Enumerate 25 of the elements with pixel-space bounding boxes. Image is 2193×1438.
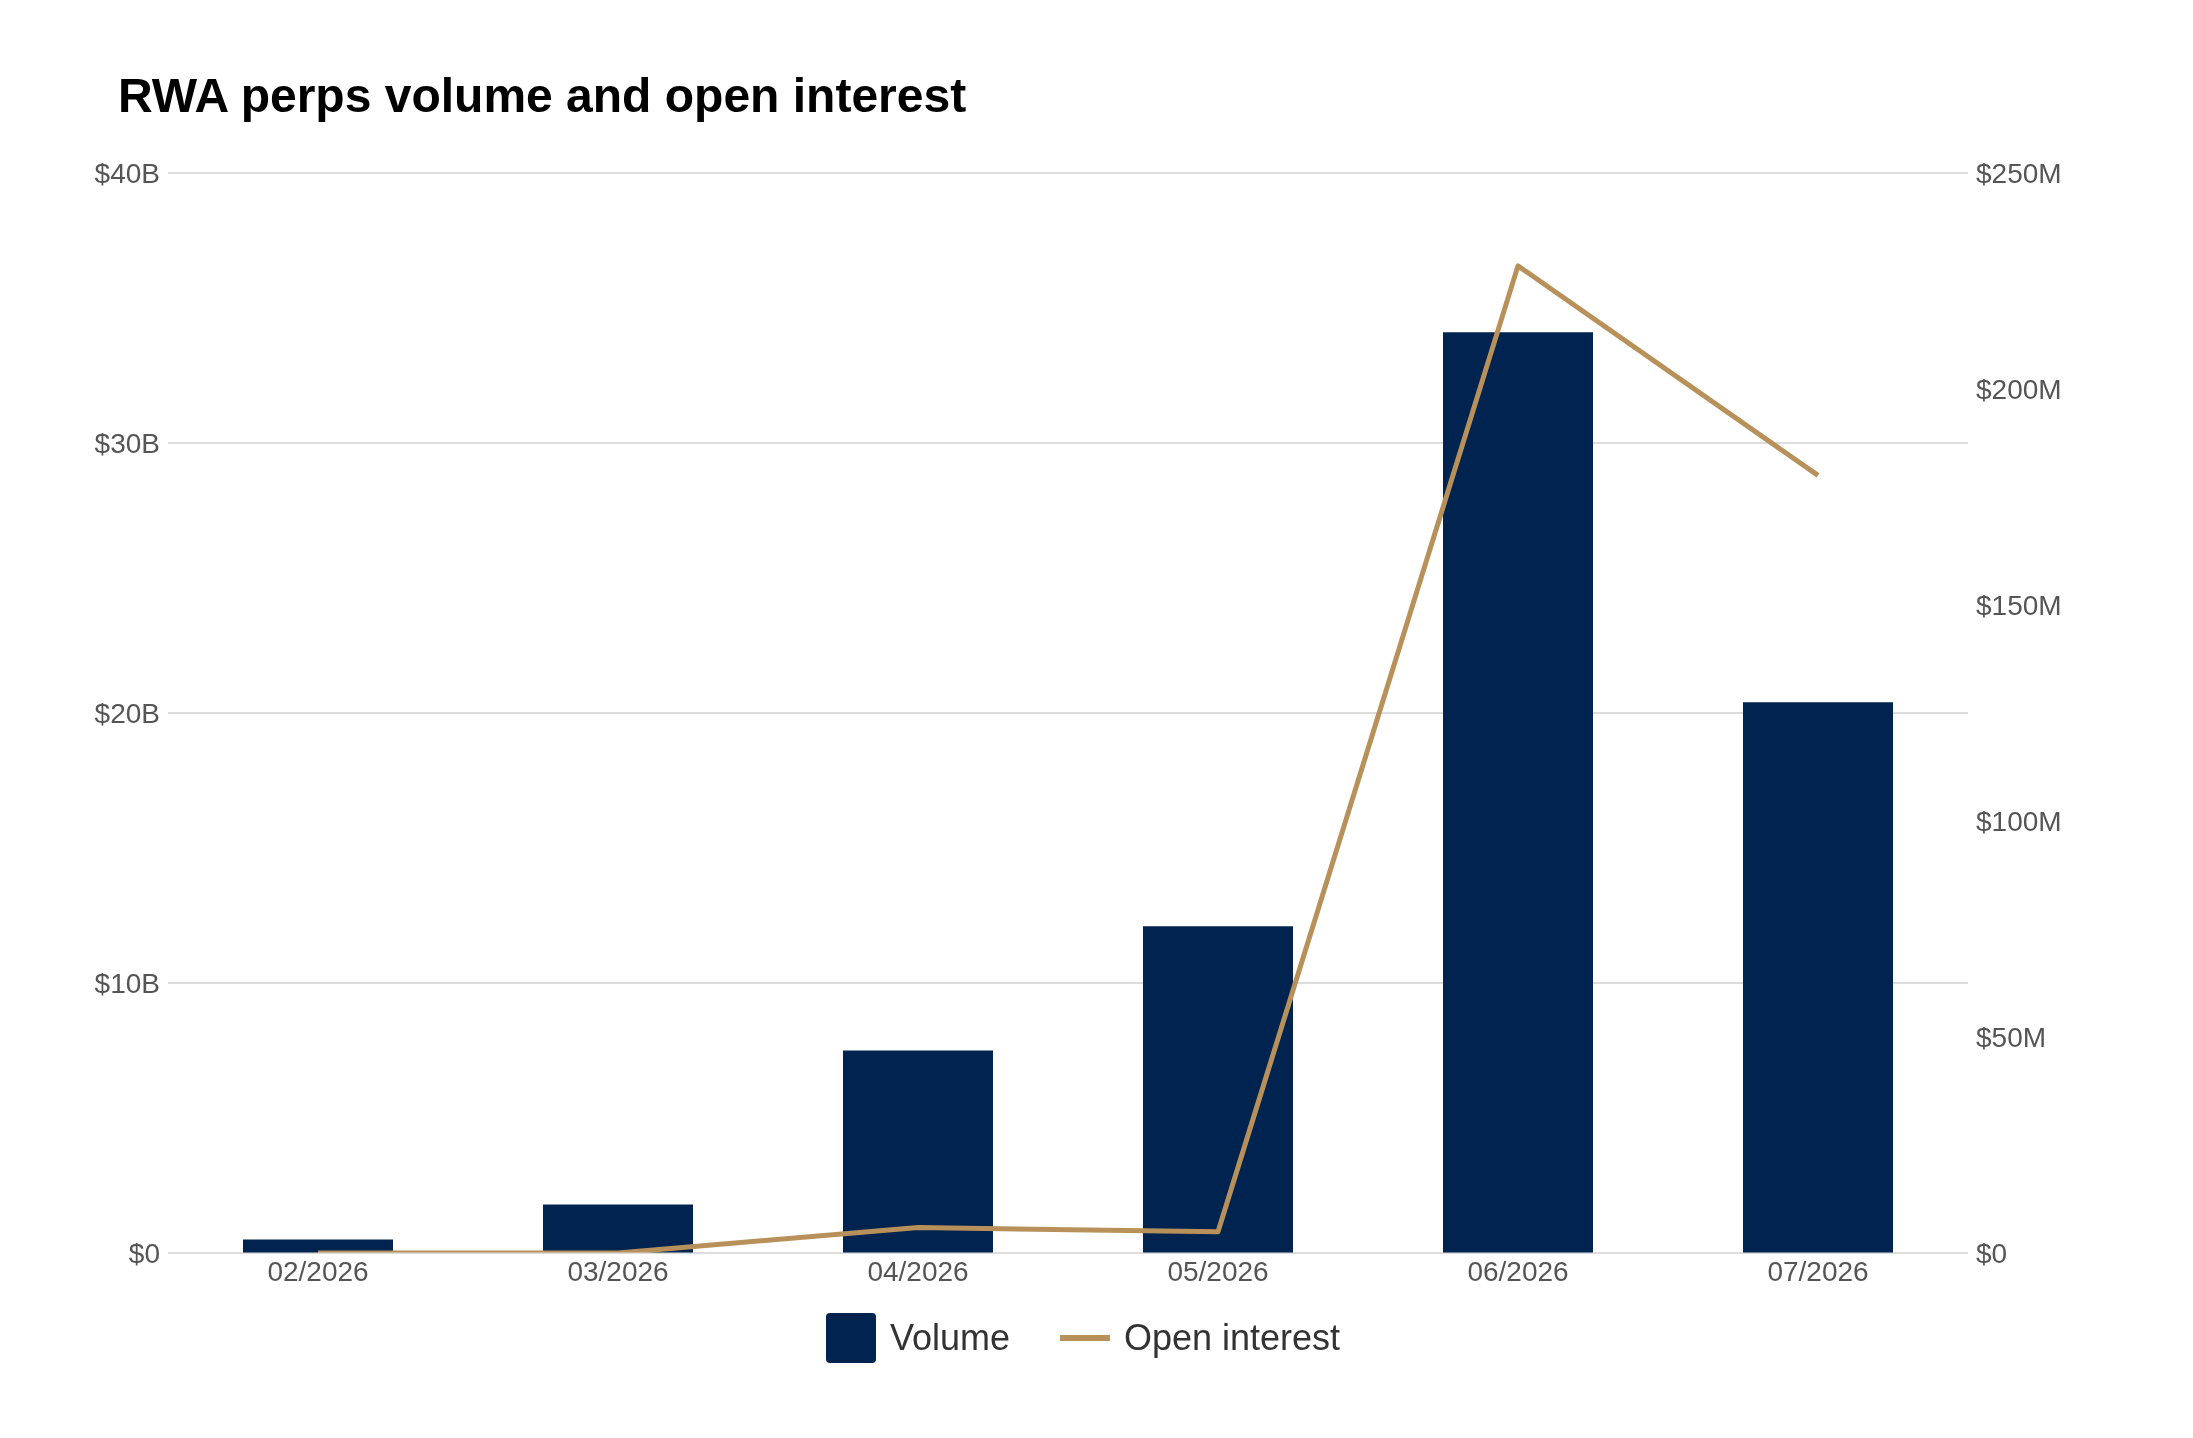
bar [843, 1050, 993, 1253]
y-tick-label: $10B [94, 967, 160, 999]
y2-tick-label: $150M [1976, 589, 2062, 621]
bar [543, 1204, 693, 1253]
bar [1743, 702, 1893, 1253]
y-tick-label: $30B [94, 427, 160, 459]
legend-label: Open interest [1123, 1317, 1341, 1359]
x-tick-label: 03/2026 [567, 1255, 669, 1287]
y2-tick-label: $50M [1976, 1021, 2047, 1053]
y-tick-label: $0 [128, 1237, 160, 1269]
x-tick-label: 04/2026 [867, 1255, 969, 1287]
chart-title: RWA perps volume and open interest [117, 68, 968, 124]
bar [1143, 926, 1293, 1253]
y-tick-label: $40B [94, 157, 160, 189]
x-tick-label: 07/2026 [1767, 1255, 1869, 1287]
y2-tick-label: $100M [1976, 805, 2062, 837]
y2-tick-label: $200M [1976, 373, 2062, 405]
y-tick-label: $20B [94, 697, 160, 729]
x-tick-label: 02/2026 [267, 1255, 369, 1287]
y2-tick-label: $250M [1976, 157, 2062, 189]
bar [1443, 332, 1593, 1253]
x-tick-label: 06/2026 [1467, 1255, 1569, 1287]
x-tick-label: 05/2026 [1167, 1255, 1269, 1287]
y2-tick-label: $0 [1976, 1237, 2008, 1269]
legend-label: Volume [889, 1317, 1010, 1359]
